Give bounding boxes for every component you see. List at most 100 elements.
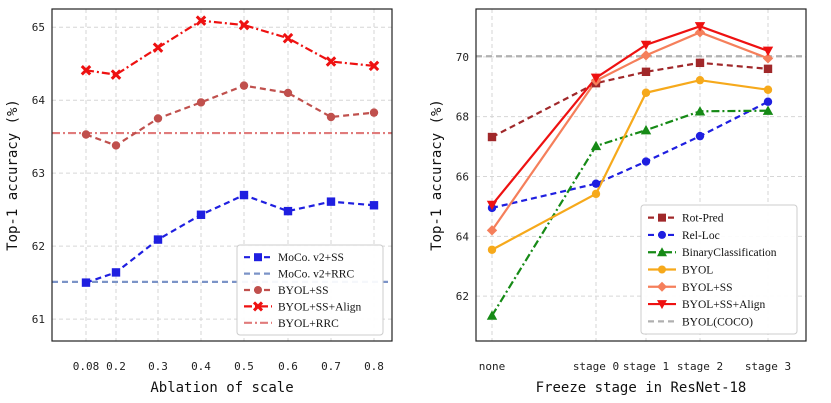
legend-label: BYOL+RRC bbox=[278, 318, 339, 330]
data-point bbox=[695, 58, 705, 68]
x-axis-label: Ablation of scale bbox=[150, 380, 293, 396]
x-tick-label: stage 2 bbox=[677, 360, 723, 373]
plot-frame bbox=[51, 8, 393, 342]
data-point bbox=[694, 106, 706, 116]
data-point bbox=[640, 40, 652, 51]
data-point bbox=[368, 60, 380, 72]
data-point bbox=[326, 197, 336, 206]
data-point bbox=[239, 81, 249, 90]
legend-marker bbox=[657, 247, 667, 257]
x-tick-label: stage 3 bbox=[745, 360, 791, 373]
legend-label: BYOL+SS+Align bbox=[682, 299, 766, 311]
x-tick-label: 0.4 bbox=[191, 360, 211, 373]
data-point bbox=[640, 124, 652, 135]
series-line bbox=[491, 31, 769, 231]
data-point bbox=[196, 98, 206, 107]
legend-marker bbox=[254, 253, 262, 262]
data-point bbox=[369, 108, 379, 117]
x-tick-label: 0.3 bbox=[148, 360, 168, 373]
y-axis-label: Top-1 accuracy (%) bbox=[5, 99, 21, 251]
data-point bbox=[195, 15, 207, 26]
legend-marker bbox=[657, 281, 667, 292]
y-tick-label: 66 bbox=[456, 170, 469, 183]
data-point bbox=[326, 112, 336, 122]
series-line bbox=[85, 19, 375, 76]
legend-label: MoCo. v2+SS bbox=[278, 252, 344, 264]
data-point bbox=[81, 130, 91, 139]
data-point bbox=[153, 114, 163, 123]
data-point bbox=[590, 73, 602, 83]
y-tick-label: 65 bbox=[32, 21, 45, 34]
data-point bbox=[153, 235, 163, 244]
data-point bbox=[487, 132, 497, 142]
legend-marker bbox=[658, 265, 666, 274]
x-axis-label: Freeze stage in ResNet-18 bbox=[536, 380, 747, 396]
legend-marker bbox=[657, 300, 667, 310]
data-point bbox=[110, 69, 122, 80]
x-tick-label: stage 0 bbox=[573, 360, 619, 373]
x-tick-label: 0.6 bbox=[278, 360, 298, 373]
legend-label: BYOL+SS bbox=[278, 285, 329, 297]
series-line bbox=[491, 61, 769, 138]
legend-box bbox=[640, 204, 798, 335]
data-point bbox=[486, 200, 498, 211]
data-point bbox=[695, 131, 705, 141]
legend-label: BYOL(COCO) bbox=[682, 316, 753, 328]
data-point bbox=[239, 190, 249, 200]
x-tick-label: stage 1 bbox=[623, 360, 669, 373]
data-point bbox=[325, 56, 337, 67]
data-point bbox=[763, 64, 773, 74]
data-point bbox=[152, 42, 164, 53]
data-point bbox=[591, 189, 601, 199]
x-tick-label: none bbox=[479, 360, 506, 373]
series-line bbox=[85, 193, 375, 284]
data-point bbox=[763, 97, 773, 106]
legend-label: BYOL+SS bbox=[682, 282, 733, 294]
legend-label: BYOL bbox=[682, 265, 713, 277]
x-tick-label: 0.7 bbox=[321, 360, 341, 373]
data-point bbox=[590, 140, 602, 151]
legend-marker bbox=[658, 213, 666, 222]
data-point bbox=[486, 310, 498, 320]
y-axis-label: Top-1 accuracy (%) bbox=[429, 99, 445, 251]
legend-label: BinaryClassification bbox=[682, 247, 777, 259]
x-tick-label: 0.08 bbox=[73, 360, 100, 373]
x-tick-label: 0.2 bbox=[106, 360, 126, 373]
legend-label: MoCo. v2+RRC bbox=[278, 269, 354, 281]
x-tick-label: 0.8 bbox=[364, 360, 384, 373]
data-point bbox=[762, 105, 774, 115]
y-tick-label: 62 bbox=[32, 240, 45, 253]
y-tick-label: 61 bbox=[32, 313, 45, 326]
data-point bbox=[487, 245, 497, 254]
data-point bbox=[591, 179, 601, 188]
legend-marker bbox=[658, 230, 666, 239]
data-point bbox=[641, 88, 651, 97]
legend-label: BYOL+SS+Align bbox=[278, 301, 362, 313]
data-point bbox=[694, 27, 706, 38]
data-point bbox=[283, 206, 293, 216]
legend-marker bbox=[254, 286, 262, 294]
data-point bbox=[369, 201, 379, 210]
data-point bbox=[238, 19, 250, 31]
legend-box bbox=[236, 244, 384, 336]
y-tick-label: 62 bbox=[456, 290, 469, 303]
data-point bbox=[762, 46, 774, 57]
data-point bbox=[111, 141, 121, 150]
y-tick-label: 64 bbox=[32, 94, 46, 107]
data-point bbox=[282, 32, 294, 44]
y-tick-label: 70 bbox=[456, 51, 469, 64]
series-line bbox=[85, 84, 375, 147]
data-point bbox=[762, 53, 774, 64]
data-point bbox=[283, 88, 293, 98]
y-tick-label: 68 bbox=[456, 111, 469, 124]
data-point bbox=[641, 157, 651, 166]
x-tick-label: 0.5 bbox=[234, 360, 254, 373]
data-point bbox=[640, 50, 652, 61]
y-tick-label: 64 bbox=[456, 230, 470, 243]
legend-label: Rot-Pred bbox=[682, 213, 724, 225]
data-point bbox=[763, 85, 773, 94]
data-point bbox=[196, 210, 206, 219]
data-point bbox=[695, 75, 705, 85]
data-point bbox=[486, 225, 498, 236]
